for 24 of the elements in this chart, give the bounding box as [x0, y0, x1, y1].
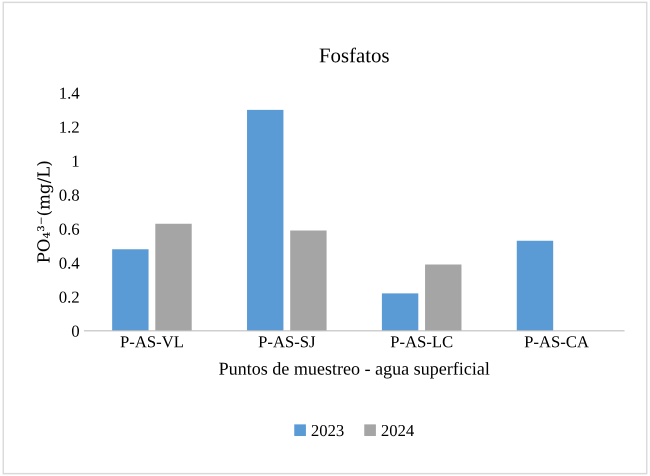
x-tick-label: P-AS-SJ: [258, 336, 316, 348]
bar: [516, 240, 554, 331]
y-tick-label: 1: [72, 156, 79, 167]
legend-label: 2024: [382, 424, 414, 436]
x-tick-label: P-AS-VL: [120, 336, 183, 348]
y-tick-label: 1.2: [60, 122, 79, 133]
y-tick-label: 0.4: [59, 258, 80, 269]
y-tick-label: 0.6: [59, 224, 80, 235]
x-tick-label: P-AS-LC: [390, 336, 452, 348]
y-axis-title: PO₄³⁻(mg/L): [36, 162, 54, 262]
x-axis-title: Puntos de muestreo - agua superficial: [219, 362, 490, 379]
y-tick-label: 0.2: [59, 292, 79, 303]
bar: [382, 293, 418, 331]
y-tick-label: 0.8: [59, 190, 80, 201]
legend-label: 2023: [312, 424, 344, 436]
bar: [290, 230, 327, 331]
bar: [247, 110, 284, 331]
y-tick-label: 0: [72, 326, 80, 337]
bar: [425, 264, 462, 331]
bar: [112, 249, 149, 331]
bar: [155, 224, 192, 331]
y-tick-label: 1.4: [60, 88, 80, 99]
x-tick-label: P-AS-CA: [524, 336, 589, 348]
chart-title: Fosfatos: [320, 48, 389, 62]
